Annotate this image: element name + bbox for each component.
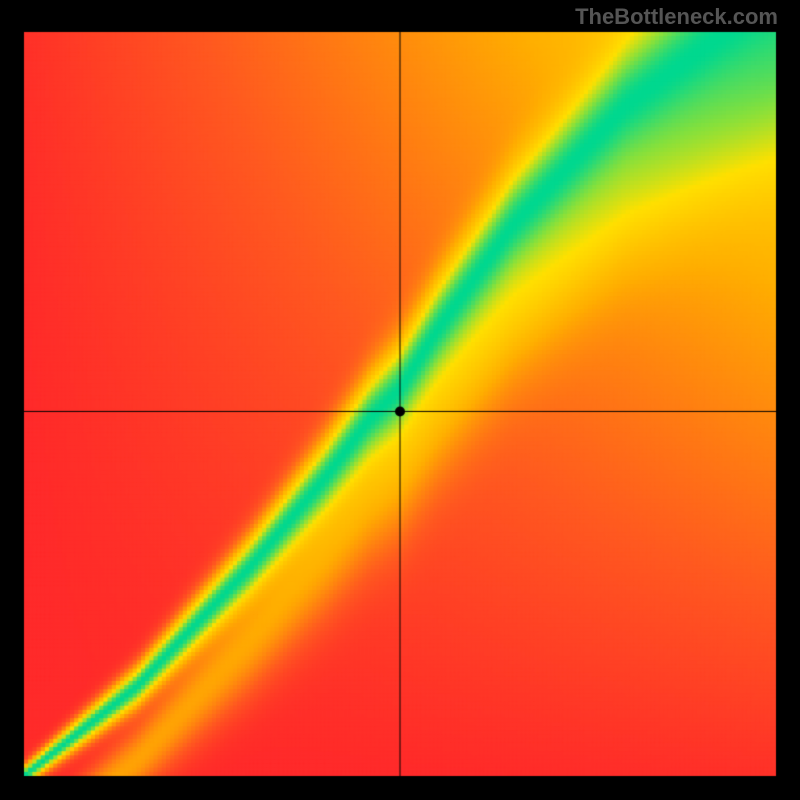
watermark-text: TheBottleneck.com [575, 4, 778, 30]
bottleneck-heatmap [0, 0, 800, 800]
